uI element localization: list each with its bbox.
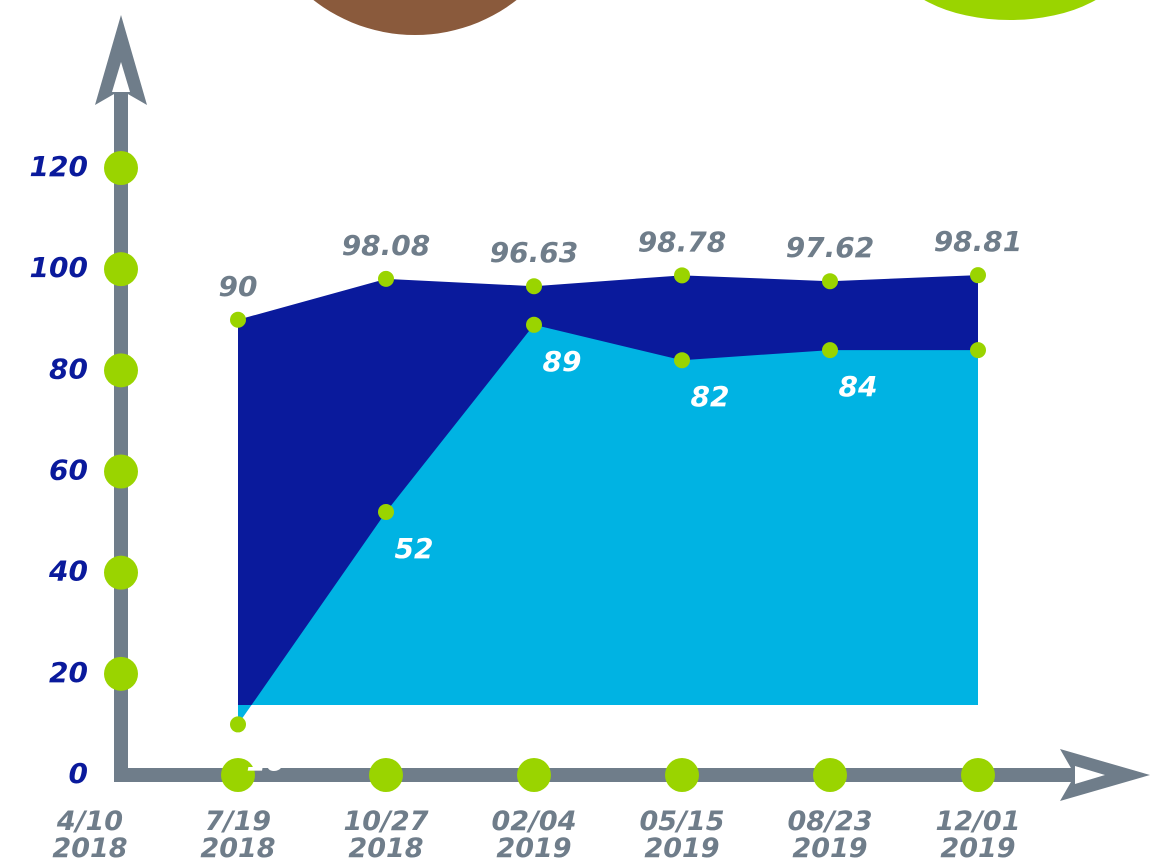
x-tick-dot (221, 758, 255, 792)
y-tick-dot (104, 252, 138, 287)
y-tick-label: 40 (48, 555, 88, 588)
decor-circle (924, 0, 1096, 20)
point (378, 503, 394, 520)
point (526, 278, 542, 295)
x-tick-label: 08/23 2019 (787, 806, 873, 864)
value-label: 84 (839, 370, 878, 403)
point (230, 311, 246, 328)
point (822, 342, 838, 359)
y-tick-label: 120 (30, 150, 88, 183)
y-tick-label: 60 (49, 454, 88, 487)
x-tick-label: 02/04 2019 (491, 806, 577, 864)
y-tick-dot (104, 151, 138, 185)
x-tick-label: 05/15 2019 (639, 806, 725, 864)
value-label: 98.78 (638, 225, 727, 258)
value-label: 97.62 (786, 231, 875, 264)
point (970, 342, 986, 359)
point (970, 267, 986, 284)
y-tick-label: 0 (69, 757, 88, 790)
y-tick-dot (104, 353, 138, 388)
point (230, 716, 246, 733)
x-tick-dot (665, 758, 699, 792)
x-tick-label: 12/01 2019 (935, 806, 1021, 864)
decor-photo (313, 0, 517, 35)
y-tick-dot (104, 555, 138, 590)
point (526, 316, 542, 333)
value-label: 96.63 (490, 236, 579, 269)
x-tick-label: 4/10 2018 (52, 806, 128, 864)
x-tick-dot (369, 758, 403, 792)
value-label: 84 (987, 370, 1026, 403)
value-label: 52 (395, 532, 434, 565)
area (238, 324, 978, 725)
y-tick-label: 20 (49, 656, 88, 689)
x-tick-label: 10/27 2018 (343, 806, 429, 864)
x-tick-dot (517, 758, 551, 792)
y-tick-label: 100 (30, 251, 88, 284)
y-axis-arrow-inner (112, 62, 130, 92)
y-axis-arrow (95, 15, 147, 105)
value-label: 89 (543, 345, 582, 378)
x-tick-dot (961, 758, 995, 792)
y-tick-label: 80 (49, 352, 88, 385)
point (674, 267, 690, 284)
x-tick-dot (813, 758, 847, 792)
x-axis-arrow-inner (1075, 766, 1105, 784)
y-tick-dot (104, 656, 138, 691)
x-tick-label: 7/19 2018 (200, 806, 276, 864)
value-label: 10 (247, 744, 286, 777)
value-label: 90 (219, 270, 258, 303)
y-tick-dot (104, 454, 138, 489)
value-label: 82 (691, 380, 730, 413)
point (378, 270, 394, 287)
point (822, 273, 838, 290)
point (674, 352, 690, 369)
value-label: 98.08 (342, 229, 431, 262)
value-label: 98.81 (934, 225, 1023, 258)
